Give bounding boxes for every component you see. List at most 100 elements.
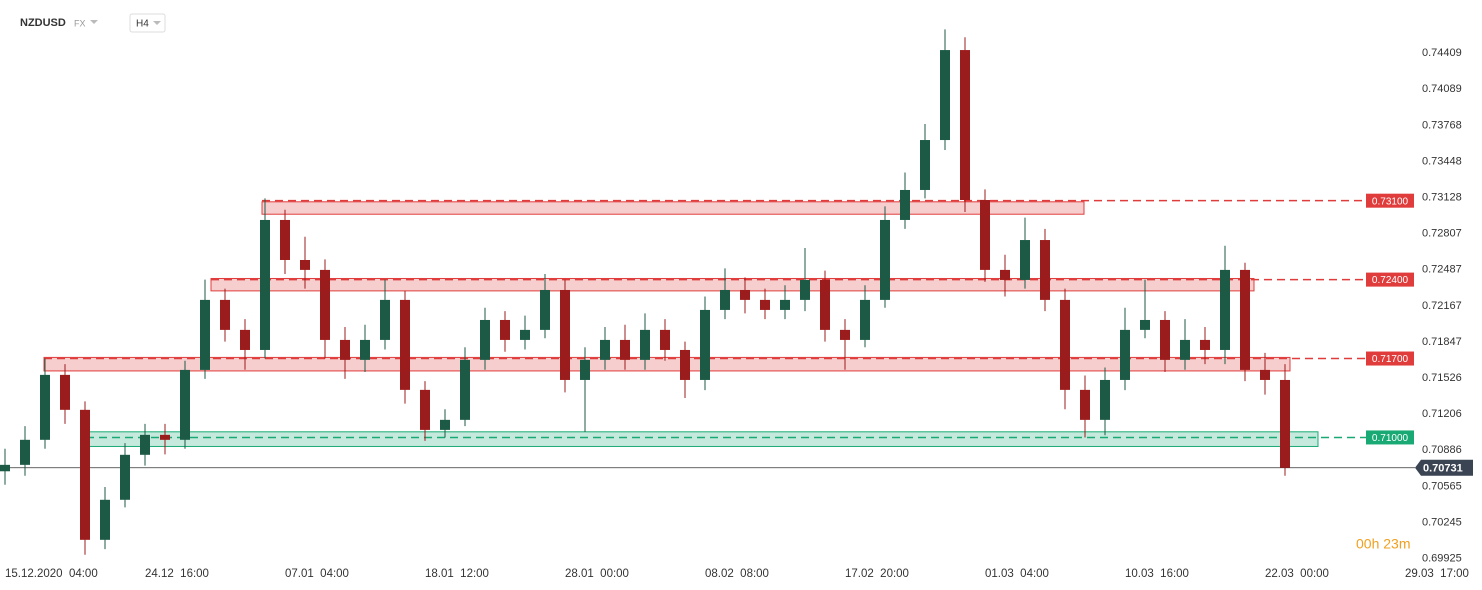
level-label-box <box>1366 430 1414 445</box>
candle-body <box>100 499 110 540</box>
candle-body <box>680 349 690 380</box>
candle-body <box>660 329 670 350</box>
candle-body <box>360 339 370 360</box>
zone <box>210 277 1255 292</box>
candle-body <box>520 329 530 340</box>
candle-body <box>300 259 310 270</box>
interval-box[interactable] <box>129 13 166 33</box>
candle-body <box>60 374 70 410</box>
y-tick-label: 0.73448 <box>1422 155 1462 167</box>
candle-body <box>460 359 470 420</box>
candle-body <box>560 289 570 380</box>
candle-body <box>340 339 350 360</box>
dropdown-arrow[interactable] <box>153 21 161 25</box>
candle-body <box>1240 269 1250 370</box>
current-price: 0.70731 <box>1423 463 1463 475</box>
level-label: 0.71000 <box>1372 433 1409 444</box>
x-tick-label: 07.01 04:00 <box>285 568 349 580</box>
y-tick-label: 0.69925 <box>1422 553 1462 565</box>
candle-body <box>1060 299 1070 390</box>
candle-body <box>1040 240 1050 300</box>
candle-body <box>1140 319 1150 330</box>
y-tick-label: 0.73128 <box>1422 191 1462 203</box>
candle-body <box>540 289 550 330</box>
candle-body <box>1100 379 1110 420</box>
level-label: 0.73100 <box>1372 196 1409 207</box>
y-tick-label: 0.73768 <box>1422 119 1462 131</box>
candle-body <box>740 289 750 300</box>
candle-body <box>480 319 490 360</box>
x-tick-label: 24.12 16:00 <box>145 568 209 580</box>
market: FX <box>74 18 86 28</box>
dropdown-arrow[interactable] <box>90 20 98 24</box>
zone <box>261 201 1085 215</box>
candle-body <box>860 299 870 340</box>
y-tick-label: 0.72167 <box>1422 300 1462 312</box>
level-label: 0.71700 <box>1372 354 1409 365</box>
candle-body <box>220 299 230 330</box>
candle-body <box>1260 369 1270 380</box>
y-tick-label: 0.72807 <box>1422 228 1462 240</box>
candle-body <box>880 219 890 300</box>
x-tick-label: 08.02 08:00 <box>705 568 769 580</box>
candle-body <box>260 219 270 350</box>
x-tick-label: 17.02 20:00 <box>845 568 909 580</box>
candle-body <box>40 374 50 440</box>
y-tick-label: 0.71847 <box>1422 336 1462 348</box>
candle-body <box>700 309 710 380</box>
candle-body <box>820 279 830 330</box>
candle-body <box>120 454 130 500</box>
candle-body <box>400 299 410 390</box>
candle-body <box>940 50 950 141</box>
interval[interactable]: H4 <box>136 19 149 30</box>
candle-body <box>1120 329 1130 380</box>
candle-body <box>380 299 390 340</box>
candle-body <box>920 140 930 190</box>
candle-body <box>1220 269 1230 350</box>
candle-body <box>160 434 170 440</box>
candle-body <box>640 329 650 360</box>
candle-body <box>200 299 210 370</box>
x-tick-label: 22.03 00:00 <box>1265 568 1329 580</box>
candle-body <box>620 339 630 360</box>
x-tick-label: 01.03 04:00 <box>985 568 1049 580</box>
candle-body <box>140 434 150 455</box>
candle-body <box>1000 269 1010 280</box>
candle-body <box>1080 389 1090 420</box>
candle-body <box>720 289 730 310</box>
y-tick-label: 0.72487 <box>1422 264 1462 276</box>
level-label-box <box>1366 193 1414 208</box>
level-label-box <box>1366 272 1414 287</box>
candle-body <box>440 419 450 430</box>
candle-body <box>800 279 810 300</box>
candle-body <box>1180 339 1190 360</box>
symbol[interactable]: NZDUSD <box>20 17 66 29</box>
y-tick-label: 0.71526 <box>1422 372 1462 384</box>
candle-body <box>280 219 290 260</box>
level-label-box <box>1366 351 1414 366</box>
candle-body <box>840 329 850 340</box>
candle-body <box>900 189 910 220</box>
y-tick-label: 0.74089 <box>1422 83 1462 95</box>
candle-body <box>1020 240 1030 280</box>
candle-body <box>500 319 510 340</box>
candle-body <box>240 329 250 350</box>
candle-body <box>20 439 30 465</box>
candle-body <box>420 389 430 430</box>
x-tick-label: 10.03 16:00 <box>1125 568 1189 580</box>
y-tick-label: 0.70245 <box>1422 516 1462 528</box>
y-tick-label: 0.71206 <box>1422 408 1462 420</box>
zone <box>85 431 1319 447</box>
timer: 00h 23m <box>1356 536 1410 552</box>
candle-body <box>980 200 990 270</box>
zone <box>43 356 1291 372</box>
candle-body <box>1200 339 1210 350</box>
current-price-box <box>1415 459 1473 476</box>
candle-body <box>960 50 970 201</box>
candle-body <box>760 299 770 310</box>
candle-body <box>180 369 190 440</box>
y-tick-label: 0.74409 <box>1422 47 1462 59</box>
candle-body <box>80 409 90 540</box>
x-tick-label: 29.03 17:00 <box>1405 568 1469 580</box>
level-label: 0.72400 <box>1372 275 1409 286</box>
